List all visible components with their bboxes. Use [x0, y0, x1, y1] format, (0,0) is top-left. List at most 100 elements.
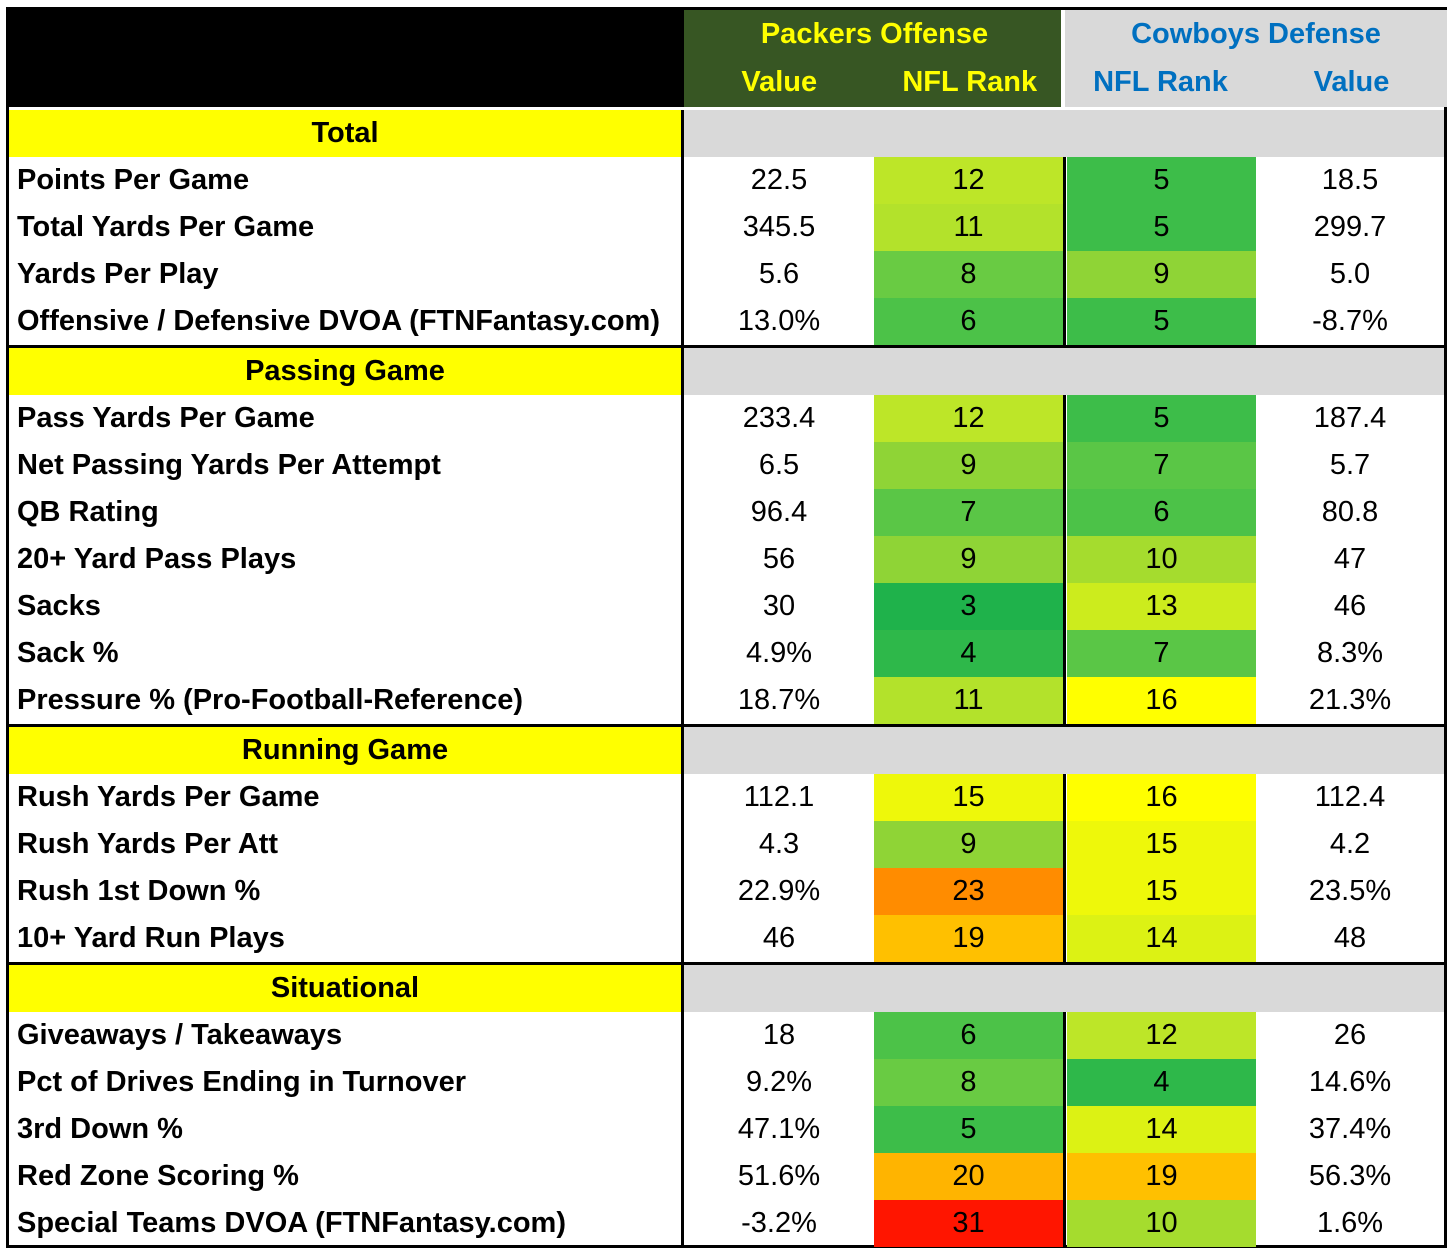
label-column-separator — [681, 965, 684, 1247]
cowboys-value-cell: 21.3% — [1308, 684, 1392, 716]
section-separator — [9, 724, 1444, 727]
cowboys-value-cell: 14.6% — [1308, 1066, 1392, 1098]
comparison-table: Packers Offense Value NFL Rank Cowboys D… — [6, 7, 1447, 1248]
table-row: Sack % 4.9% 4 7 8.3% — [9, 630, 1444, 677]
table-row: Total Yards Per Game 345.5 11 5 299.7 — [9, 204, 1444, 251]
metric-label: Sack % — [17, 637, 119, 669]
header-gap — [9, 107, 1444, 110]
table-row: Rush 1st Down % 22.9% 23 15 23.5% — [9, 868, 1444, 915]
team-column-separator — [1063, 395, 1066, 724]
cowboys-rank-cell: 5 — [1067, 298, 1256, 345]
table-row: 3rd Down % 47.1% 5 14 37.4% — [9, 1106, 1444, 1153]
packers-rank-cell: 20 — [874, 1153, 1063, 1200]
packers-rank-cell: 12 — [874, 157, 1063, 204]
cowboys-rank-cell: 14 — [1067, 1106, 1256, 1153]
section-header-row: Passing Game — [9, 348, 1444, 395]
cowboys-value-cell: 37.4% — [1308, 1113, 1392, 1145]
cowboys-value-header: Value — [1313, 66, 1390, 98]
cowboys-rank-cell: 9 — [1067, 251, 1256, 298]
packers-rank-cell: 4 — [874, 630, 1063, 677]
packers-value-cell: 47.1% — [737, 1113, 821, 1145]
cowboys-value-cell: 48 — [1333, 922, 1367, 954]
cowboys-rank-cell: 15 — [1067, 868, 1256, 915]
section-header-row: Running Game — [9, 727, 1444, 774]
cowboys-value-cell: -8.7% — [1312, 305, 1388, 337]
cowboys-defense-header: Cowboys Defense NFL Rank Value — [1065, 10, 1447, 107]
section-header-row: Total — [9, 110, 1444, 157]
packers-value-cell: 4.3 — [758, 828, 800, 860]
cowboys-value-cell: 1.6% — [1316, 1207, 1384, 1239]
cowboys-rank-cell: 16 — [1067, 774, 1256, 821]
metric-label: Net Passing Yards Per Attempt — [17, 449, 441, 481]
section-title: Passing Game — [9, 348, 681, 395]
team-column-separator — [1063, 1012, 1066, 1247]
table-row: Yards Per Play 5.6 8 9 5.0 — [9, 251, 1444, 298]
packers-rank-cell: 19 — [874, 915, 1063, 962]
packers-rank-cell: 11 — [874, 204, 1063, 251]
packers-value-cell: 18.7% — [737, 684, 821, 716]
section-fill — [684, 110, 1444, 157]
packers-rank-cell: 12 — [874, 395, 1063, 442]
packers-rank-cell: 9 — [874, 442, 1063, 489]
packers-value-cell: 345.5 — [742, 211, 816, 243]
team-column-separator — [1063, 157, 1066, 345]
team-column-separator — [1063, 774, 1066, 962]
table-row: Net Passing Yards Per Attempt 6.5 9 7 5.7 — [9, 442, 1444, 489]
cowboys-value-cell: 56.3% — [1308, 1160, 1392, 1192]
cowboys-rank-cell: 15 — [1067, 821, 1256, 868]
section-title: Total — [9, 110, 681, 157]
packers-rank-cell: 7 — [874, 489, 1063, 536]
packers-value-cell: 96.4 — [750, 496, 808, 528]
table-row: Red Zone Scoring % 51.6% 20 19 56.3% — [9, 1153, 1444, 1200]
cowboys-rank-cell: 5 — [1067, 157, 1256, 204]
packers-value-cell: 22.9% — [737, 875, 821, 907]
packers-rank-cell: 6 — [874, 298, 1063, 345]
packers-rank-cell: 8 — [874, 1059, 1063, 1106]
table-row: Sacks 30 3 13 46 — [9, 583, 1444, 630]
packers-value-cell: 56 — [762, 543, 796, 575]
cowboys-rank-cell: 7 — [1067, 442, 1256, 489]
packers-value-cell: 18 — [762, 1019, 796, 1051]
cowboys-value-cell: 8.3% — [1316, 637, 1384, 669]
metric-label: Sacks — [17, 590, 101, 622]
cowboys-rank-cell: 14 — [1067, 915, 1256, 962]
table-row: Rush Yards Per Game 112.1 15 16 112.4 — [9, 774, 1444, 821]
packers-value-header: Value — [741, 66, 818, 98]
packers-rank-cell: 8 — [874, 251, 1063, 298]
label-column-separator — [681, 110, 684, 345]
metric-label: QB Rating — [17, 496, 159, 528]
metric-label: Rush 1st Down % — [17, 875, 261, 907]
metric-label: Pressure % (Pro-Football-Reference) — [17, 684, 524, 716]
table-row: 20+ Yard Pass Plays 56 9 10 47 — [9, 536, 1444, 583]
cowboys-rank-cell: 12 — [1067, 1012, 1256, 1059]
packers-rank-cell: 23 — [874, 868, 1063, 915]
metric-label: Special Teams DVOA (FTNFantasy.com) — [17, 1207, 566, 1239]
cowboys-value-cell: 299.7 — [1313, 211, 1387, 243]
cowboys-defense-title: Cowboys Defense — [1131, 18, 1381, 50]
cowboys-rank-cell: 10 — [1067, 1200, 1256, 1247]
cowboys-rank-cell: 5 — [1067, 204, 1256, 251]
cowboys-value-cell: 26 — [1333, 1019, 1367, 1051]
packers-value-cell: 9.2% — [745, 1066, 813, 1098]
packers-rank-cell: 6 — [874, 1012, 1063, 1059]
table-row: Pressure % (Pro-Football-Reference) 18.7%… — [9, 677, 1444, 724]
table-row: 10+ Yard Run Plays 46 19 14 48 — [9, 915, 1444, 962]
cowboys-rank-cell: 4 — [1067, 1059, 1256, 1106]
section-separator — [9, 962, 1444, 965]
packers-rank-cell: 31 — [874, 1200, 1063, 1247]
packers-rank-cell: 9 — [874, 821, 1063, 868]
cowboys-value-cell: 5.7 — [1329, 449, 1371, 481]
metric-label: 10+ Yard Run Plays — [17, 922, 285, 954]
packers-value-cell: -3.2% — [741, 1207, 817, 1239]
metric-label: Red Zone Scoring % — [17, 1160, 299, 1192]
metric-label: Offensive / Defensive DVOA (FTNFantasy.c… — [17, 305, 660, 337]
section-fill — [684, 348, 1444, 395]
header-blank-cell — [9, 10, 684, 107]
packers-value-cell: 46 — [762, 922, 796, 954]
metric-label: 20+ Yard Pass Plays — [17, 543, 297, 575]
cowboys-value-cell: 46 — [1333, 590, 1367, 622]
cowboys-rank-cell: 6 — [1067, 489, 1256, 536]
label-column-separator — [681, 727, 684, 962]
metric-label: Pass Yards Per Game — [17, 402, 315, 434]
section-header-row: Situational — [9, 965, 1444, 1012]
